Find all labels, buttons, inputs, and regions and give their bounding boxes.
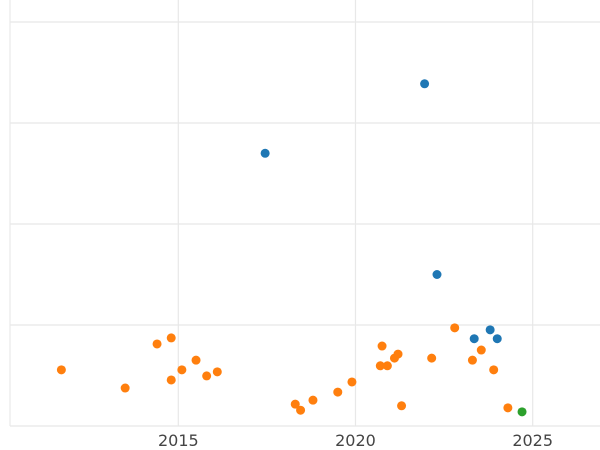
data-point	[308, 395, 318, 405]
data-point	[290, 399, 300, 409]
data-point	[427, 353, 437, 363]
data-point	[517, 407, 527, 417]
data-point	[202, 371, 212, 381]
data-point	[296, 405, 306, 415]
data-points	[56, 79, 527, 417]
data-point	[56, 365, 66, 375]
data-point	[432, 270, 442, 279]
grid	[9, 0, 600, 427]
data-point	[467, 355, 477, 365]
data-point	[347, 377, 357, 387]
data-point	[420, 79, 430, 89]
x-tick-label: 2020	[335, 431, 376, 450]
data-point	[397, 401, 407, 411]
data-point	[382, 361, 392, 371]
x-tick-label: 2025	[512, 431, 553, 450]
data-point	[393, 349, 403, 359]
data-point	[212, 367, 222, 377]
data-point	[469, 334, 479, 344]
data-point	[120, 383, 130, 393]
data-point	[476, 345, 486, 355]
data-point	[492, 334, 502, 344]
data-point	[489, 365, 499, 375]
x-axis-tick-labels: 2015 2020 2025	[158, 431, 553, 450]
data-point	[177, 365, 187, 375]
data-point	[152, 339, 162, 349]
data-point	[191, 355, 201, 365]
data-point	[377, 341, 387, 351]
data-point	[166, 333, 176, 343]
data-point	[503, 403, 513, 413]
data-point	[450, 323, 460, 333]
data-point	[260, 148, 270, 158]
data-point	[166, 375, 176, 385]
data-point	[375, 361, 385, 371]
data-point	[485, 325, 495, 335]
x-tick-label: 2015	[158, 431, 199, 450]
data-point	[333, 387, 343, 397]
